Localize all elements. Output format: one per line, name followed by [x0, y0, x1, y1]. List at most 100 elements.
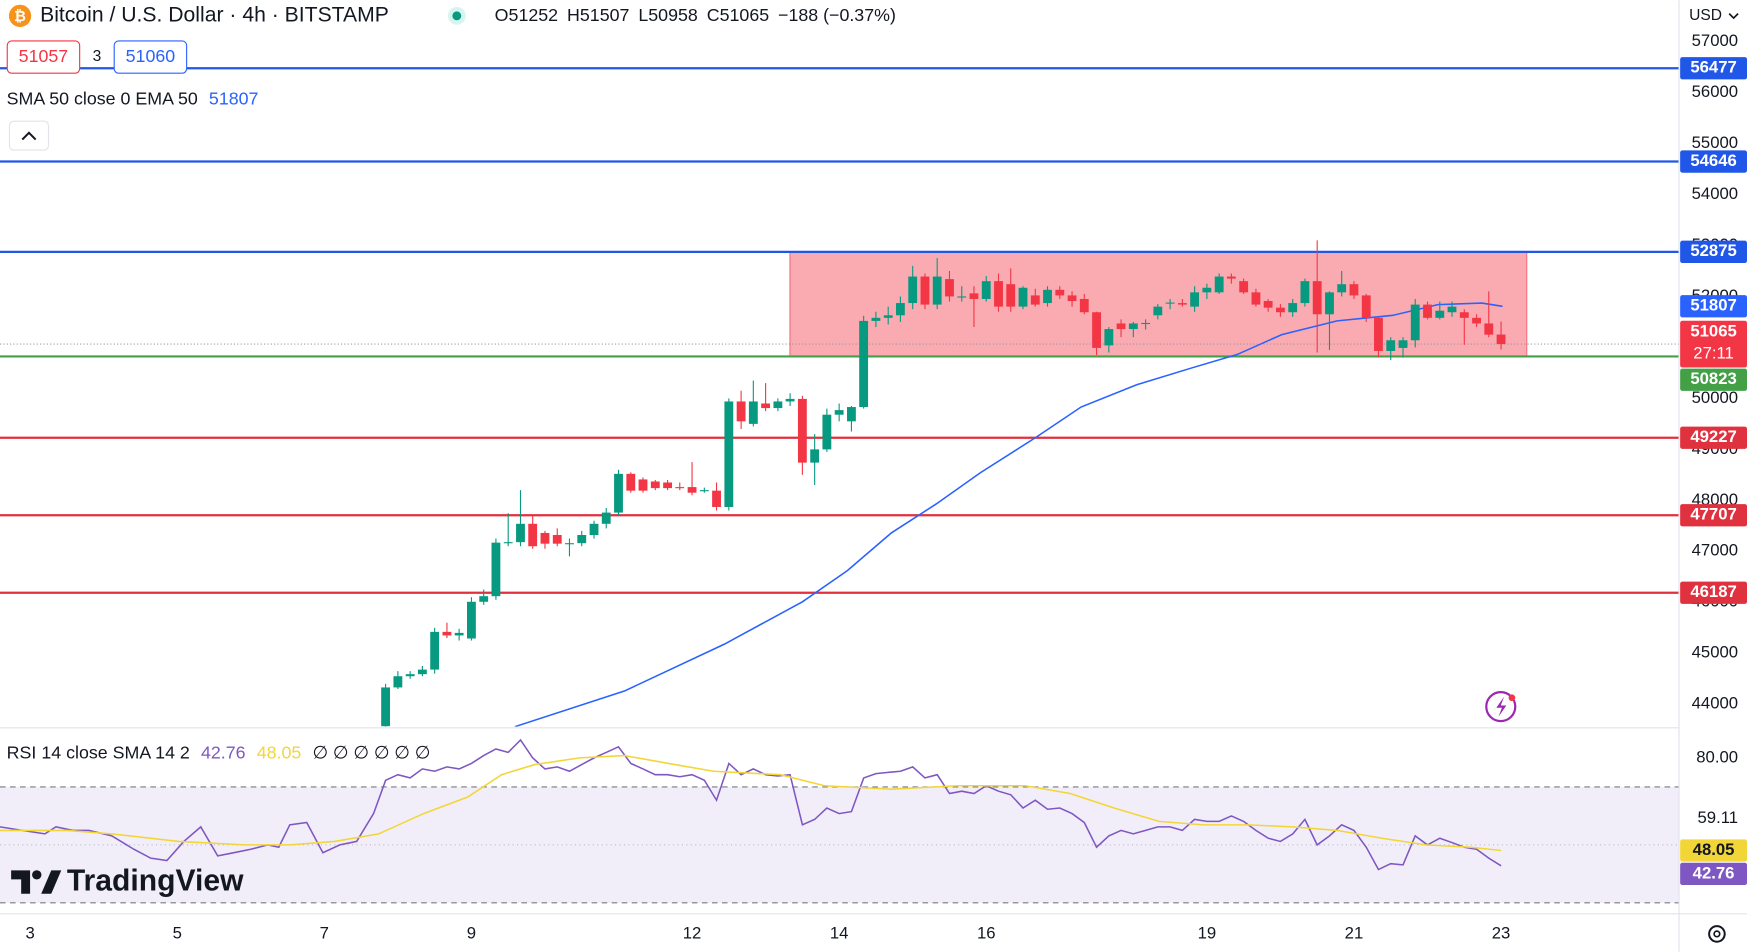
candle-body: [393, 676, 403, 688]
y-tick-label: 57000: [1692, 31, 1738, 50]
rsi-tick-label: 80.00: [1696, 747, 1738, 766]
candle-body: [1055, 289, 1065, 296]
price-badge: [1680, 504, 1747, 527]
price-badge: [1680, 839, 1747, 862]
candle-body: [1288, 303, 1298, 313]
rsi-legend: RSI 14 close SMA 14 2 42.76 48.05 ∅ ∅ ∅ ∅ ∅…: [7, 742, 431, 762]
coin-icon: [8, 4, 32, 27]
price-badge-label: 46187: [1690, 582, 1736, 601]
candle-body: [381, 687, 391, 727]
candle-body: [1079, 298, 1089, 313]
ohlc-label: L: [638, 5, 648, 25]
settings-icon[interactable]: [1713, 930, 1721, 938]
settings-icon[interactable]: [1708, 925, 1726, 943]
candle-body: [1435, 310, 1445, 318]
indicator-legend: SMA 50 close 0 EMA 50 51807: [7, 88, 259, 108]
x-tick-label: 19: [1198, 923, 1217, 942]
moving-average: [514, 302, 1503, 727]
sell-price[interactable]: 51057: [19, 46, 69, 66]
candle-body: [1177, 303, 1187, 305]
candle-body: [687, 487, 697, 493]
candle-body: [797, 398, 807, 463]
candle-body: [1361, 295, 1371, 318]
candle-body: [1067, 295, 1077, 302]
candle-body: [552, 535, 562, 544]
logo-icon: [41, 870, 62, 894]
ohlc-change: −188 (−0.37%): [778, 5, 896, 25]
candle-body: [994, 281, 1003, 307]
candle-body: [675, 487, 685, 489]
buy-price[interactable]: 51060: [126, 46, 176, 66]
rsi-pane: [0, 738, 1680, 904]
candle-body: [883, 315, 893, 318]
candle-body: [1214, 276, 1224, 293]
candle-body: [699, 490, 709, 492]
indicator-value: 51807: [209, 88, 259, 108]
candle-body: [1300, 281, 1310, 304]
x-tick-label: 5: [173, 923, 182, 942]
collapse-icon[interactable]: [21, 131, 37, 141]
candle-body: [417, 669, 427, 675]
candle-body: [859, 320, 869, 408]
price-badge: [1680, 295, 1747, 318]
candle-body: [895, 303, 905, 316]
candle-body: [908, 276, 918, 304]
ohlc-legend: O51252 H51507 L50958 C51065 −188 (−0.37%): [495, 5, 896, 25]
y-tick-label: 45000: [1692, 643, 1738, 662]
candle-body: [479, 596, 489, 602]
axes: 5700056000550005400053000520005100050000…: [26, 31, 1747, 942]
buy-button[interactable]: [113, 40, 188, 74]
alert-icon[interactable]: [1496, 696, 1507, 717]
candle-body: [810, 449, 820, 463]
price-badge-label: 54646: [1690, 151, 1736, 170]
candle-body: [1398, 340, 1408, 348]
ohlc-label: O: [495, 5, 509, 25]
candle-body: [467, 601, 476, 639]
coin-glyph: ₿: [14, 9, 26, 25]
price-badge: [1680, 240, 1747, 263]
symbol-title: Bitcoin / U.S. Dollar · 4h · BITSTAMP: [40, 3, 389, 26]
candle-body: [1116, 323, 1126, 330]
candle-body: [945, 279, 954, 297]
candle-body: [1239, 281, 1249, 293]
currency-caret[interactable]: [1728, 13, 1739, 20]
y-tick-label: 56000: [1692, 82, 1738, 101]
candle-body: [761, 403, 771, 409]
candle-body: [1202, 287, 1212, 293]
candle-body: [540, 532, 550, 544]
candle-body: [1423, 304, 1432, 318]
collapse-button[interactable]: [8, 120, 50, 151]
candle-body: [528, 523, 538, 547]
ohlc-value: 51252: [509, 5, 559, 25]
candle-body: [1141, 322, 1151, 325]
alert-badge: [1508, 694, 1516, 702]
candle-body: [1104, 329, 1114, 346]
price-badge-label: 47707: [1690, 505, 1736, 524]
candle-body: [565, 543, 574, 545]
spread: 3: [93, 48, 102, 65]
x-tick-label: 16: [977, 923, 996, 942]
price-badge-label: 51065: [1690, 321, 1736, 340]
candle-body: [969, 293, 979, 299]
sell-button[interactable]: [6, 40, 81, 74]
candle-body: [1276, 307, 1285, 313]
price-badge-label: 52875: [1690, 241, 1736, 260]
candle-body: [1226, 276, 1236, 279]
currency[interactable]: USD: [1689, 7, 1722, 24]
price-badge-label: 56477: [1690, 58, 1736, 77]
candle-body: [1349, 284, 1359, 296]
price-badge-label: 51807: [1690, 296, 1736, 315]
x-tick-label: 12: [683, 923, 702, 942]
candle-body: [1018, 287, 1028, 307]
candle-body: [1447, 306, 1457, 313]
candle-body: [822, 414, 832, 450]
candle-body: [650, 481, 660, 489]
candle-body: [724, 401, 734, 507]
status-dot: [452, 11, 462, 21]
price-badge: [1680, 426, 1747, 449]
candle-body: [871, 317, 881, 321]
candle-body: [773, 401, 783, 409]
